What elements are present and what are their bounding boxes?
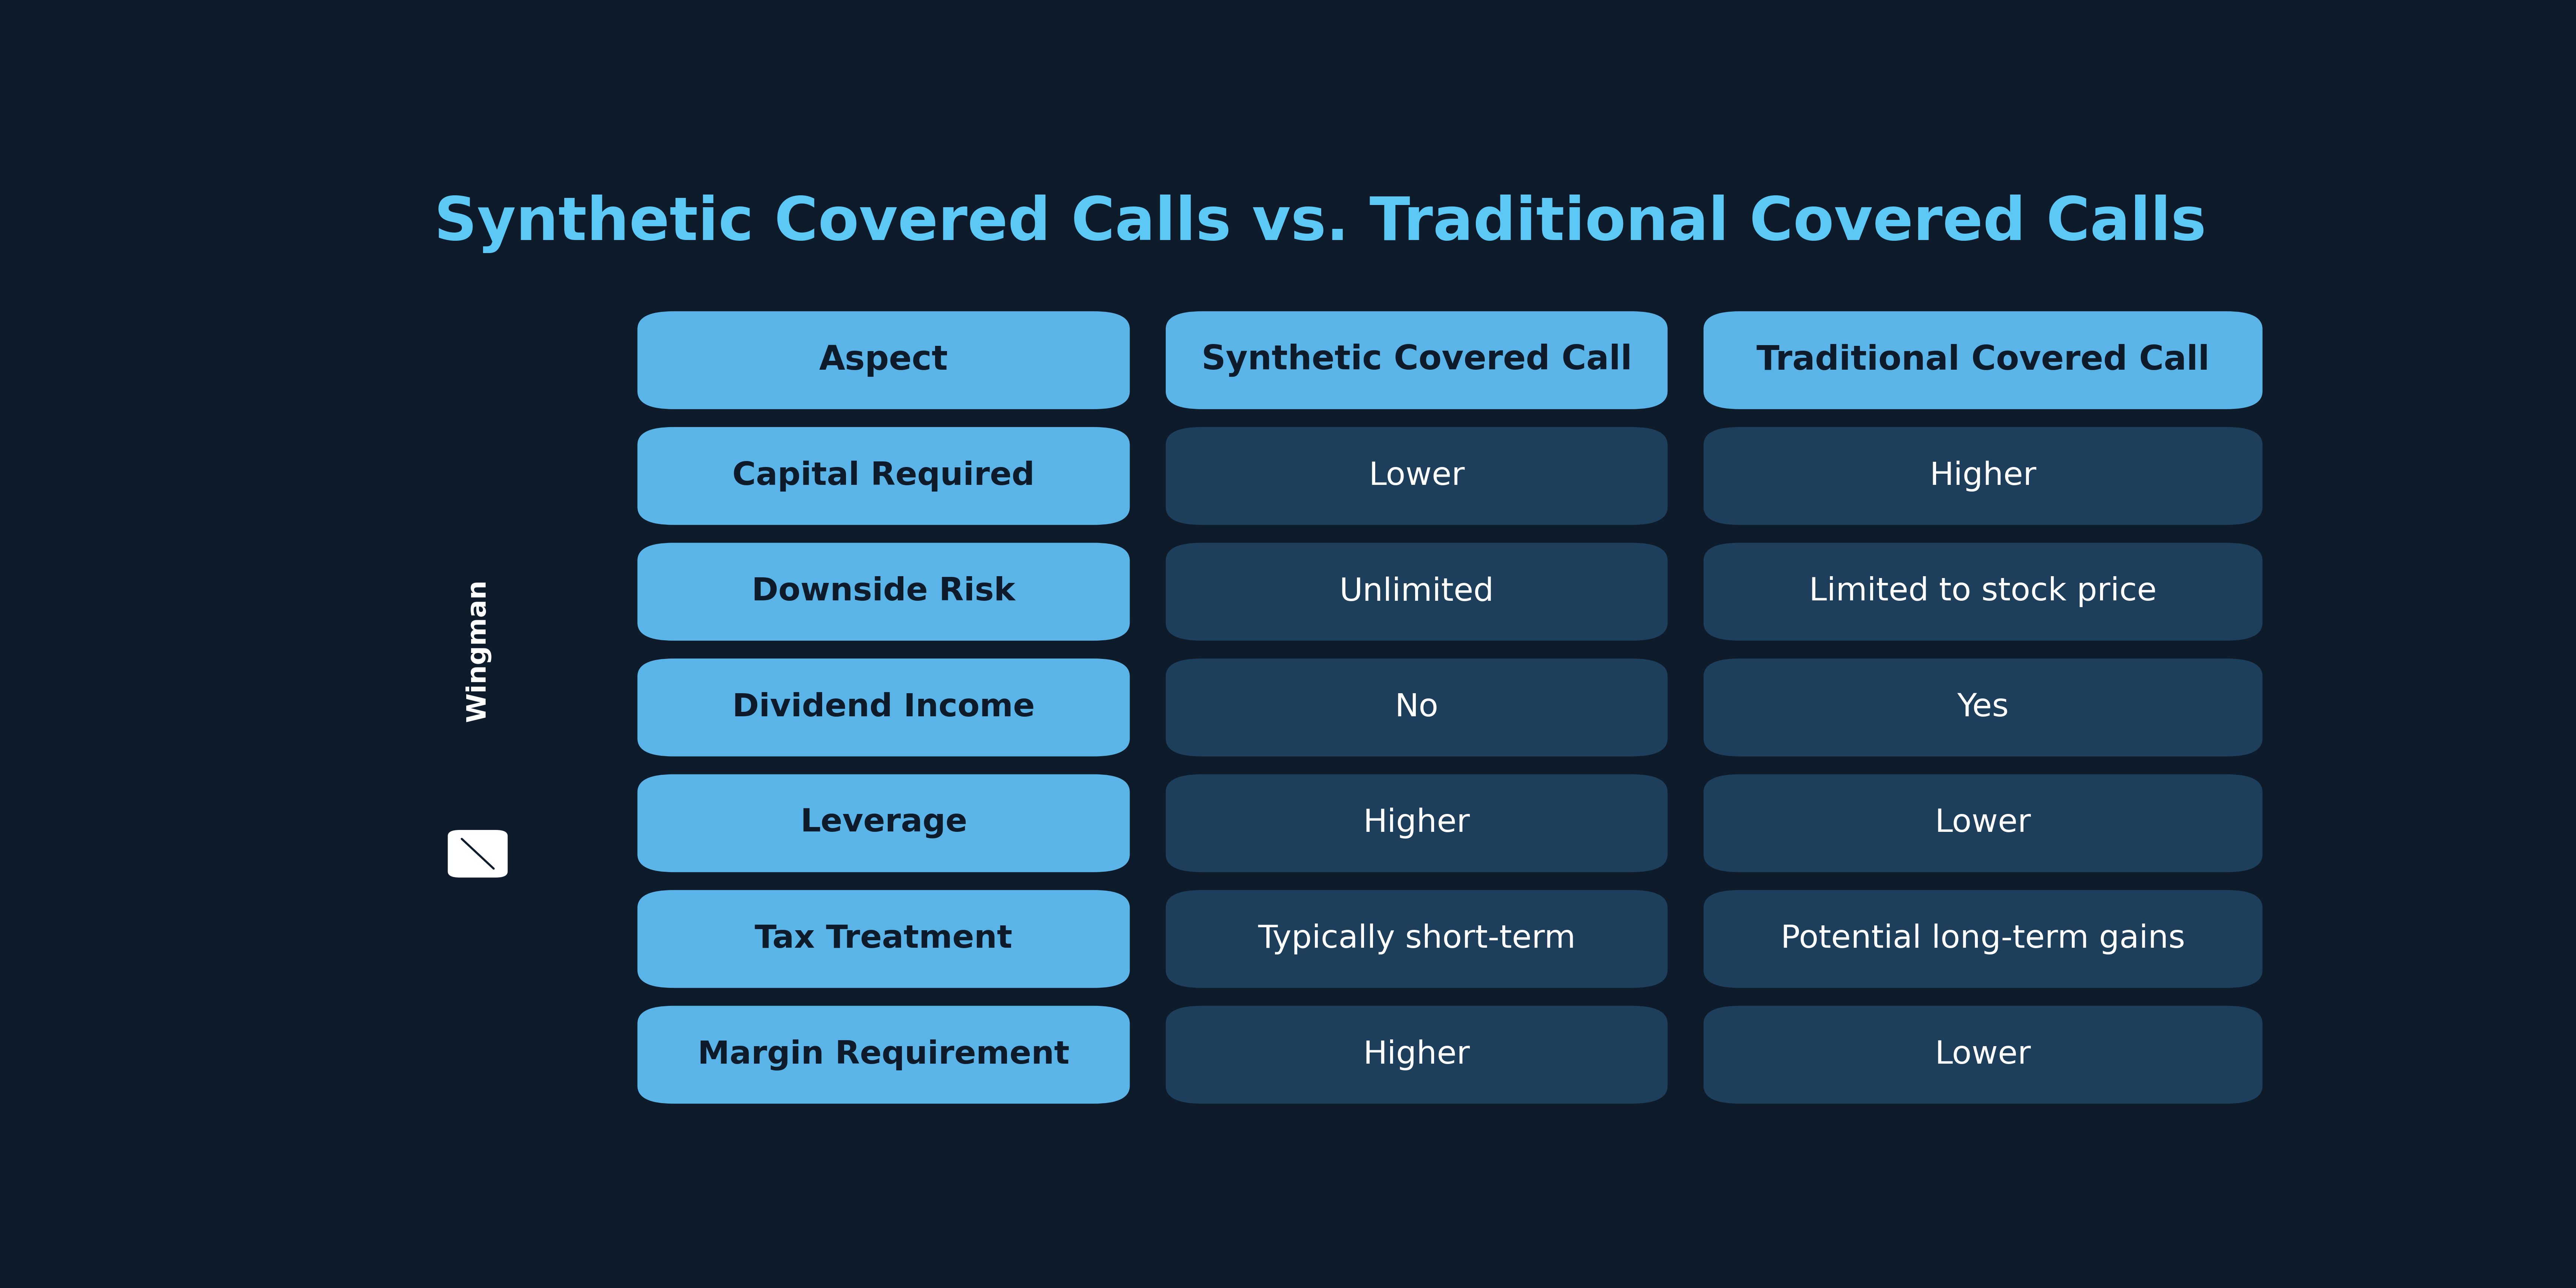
Text: Dividend Income: Dividend Income: [732, 692, 1036, 723]
Text: Downside Risk: Downside Risk: [752, 576, 1015, 607]
Text: Higher: Higher: [1363, 808, 1471, 838]
Text: Higher: Higher: [1363, 1039, 1471, 1070]
FancyBboxPatch shape: [1703, 658, 2262, 756]
Text: Traditional Covered Call: Traditional Covered Call: [1757, 344, 2210, 376]
FancyBboxPatch shape: [1167, 428, 1667, 526]
FancyBboxPatch shape: [636, 890, 1131, 988]
Text: Aspect: Aspect: [819, 344, 948, 376]
FancyBboxPatch shape: [1167, 1006, 1667, 1104]
Text: Higher: Higher: [1929, 461, 2038, 492]
FancyBboxPatch shape: [636, 312, 1131, 410]
Text: Limited to stock price: Limited to stock price: [1808, 576, 2156, 607]
FancyBboxPatch shape: [1703, 890, 2262, 988]
Text: Lower: Lower: [1368, 461, 1466, 492]
Text: Leverage: Leverage: [801, 808, 966, 838]
FancyBboxPatch shape: [1703, 428, 2262, 526]
Text: Potential long-term gains: Potential long-term gains: [1780, 923, 2184, 954]
Text: Typically short-term: Typically short-term: [1257, 923, 1577, 954]
FancyBboxPatch shape: [1703, 312, 2262, 410]
Text: Unlimited: Unlimited: [1340, 576, 1494, 607]
FancyBboxPatch shape: [1167, 542, 1667, 640]
Text: Lower: Lower: [1935, 1039, 2030, 1070]
Text: Synthetic Covered Calls vs. Traditional Covered Calls: Synthetic Covered Calls vs. Traditional …: [435, 194, 2205, 254]
FancyBboxPatch shape: [636, 658, 1131, 756]
Text: Wingman: Wingman: [464, 580, 489, 721]
FancyBboxPatch shape: [636, 774, 1131, 872]
Text: Margin Requirement: Margin Requirement: [698, 1039, 1069, 1070]
FancyBboxPatch shape: [1167, 774, 1667, 872]
FancyBboxPatch shape: [1167, 658, 1667, 756]
FancyBboxPatch shape: [636, 1006, 1131, 1104]
Text: Synthetic Covered Call: Synthetic Covered Call: [1200, 344, 1633, 377]
FancyBboxPatch shape: [448, 829, 507, 877]
FancyBboxPatch shape: [1703, 1006, 2262, 1104]
Text: Yes: Yes: [1958, 692, 2009, 723]
FancyBboxPatch shape: [1703, 774, 2262, 872]
Text: No: No: [1394, 692, 1437, 723]
FancyBboxPatch shape: [636, 542, 1131, 640]
Text: Tax Treatment: Tax Treatment: [755, 923, 1012, 954]
Text: Lower: Lower: [1935, 808, 2030, 838]
FancyBboxPatch shape: [1703, 542, 2262, 640]
FancyBboxPatch shape: [1167, 312, 1667, 410]
FancyBboxPatch shape: [636, 428, 1131, 526]
Text: Capital Required: Capital Required: [732, 461, 1036, 492]
FancyBboxPatch shape: [1167, 890, 1667, 988]
